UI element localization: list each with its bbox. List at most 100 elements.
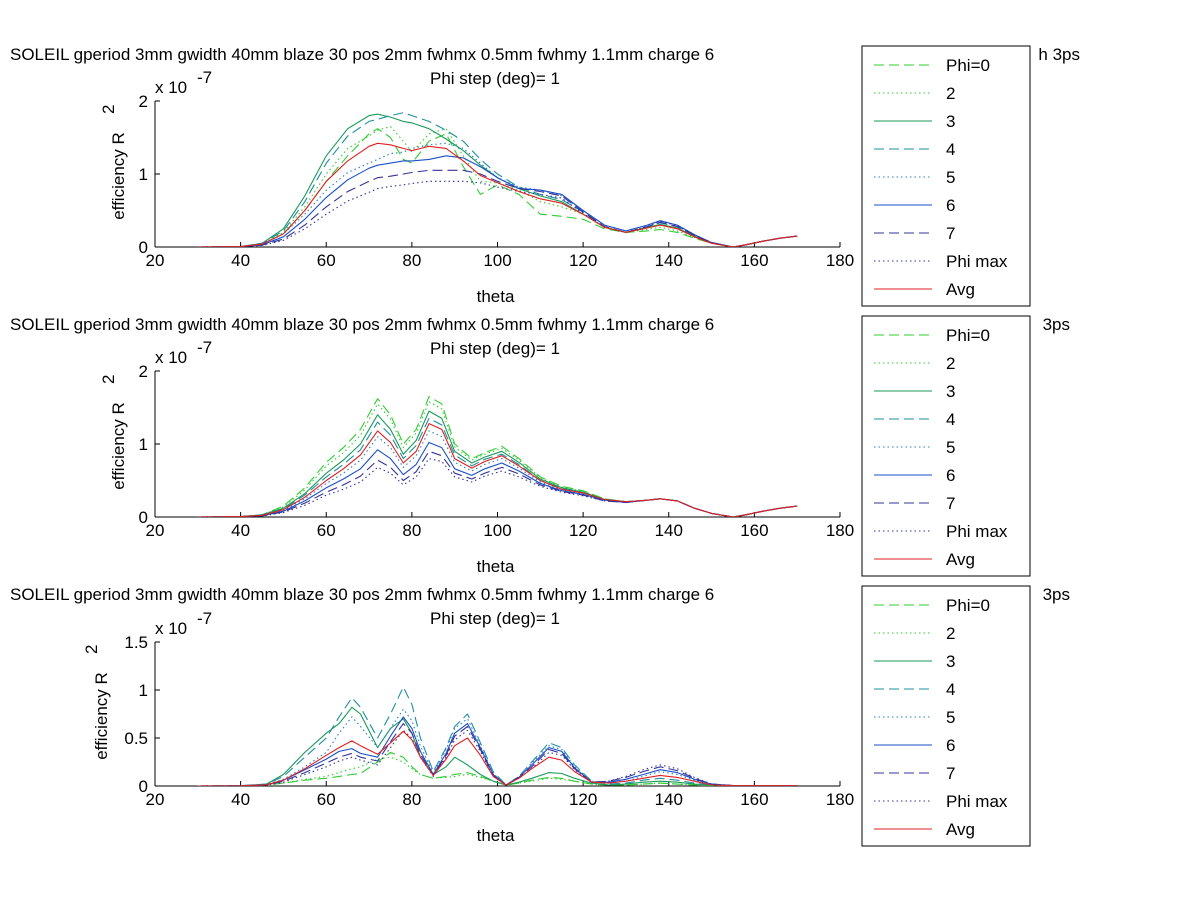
legend-label: 2 bbox=[946, 624, 955, 643]
legend-label: Avg bbox=[946, 820, 975, 839]
series-line-phi-0 bbox=[197, 751, 798, 786]
legend-label: Phi max bbox=[946, 792, 1008, 811]
y-tick-label: 0 bbox=[139, 508, 148, 527]
legend: Phi=0 2 3 4 5 6 7 Phi max Avg bbox=[861, 45, 1031, 307]
x-tick-label: 60 bbox=[317, 251, 336, 270]
legend-label: 5 bbox=[946, 708, 955, 727]
legend-label: 3 bbox=[946, 382, 955, 401]
y-axis-label-exponent: 2 bbox=[99, 105, 118, 114]
x-tick-label: 20 bbox=[146, 790, 165, 809]
legend-box bbox=[861, 585, 1031, 847]
legend-label: Avg bbox=[946, 550, 975, 569]
x-tick-label: 100 bbox=[483, 790, 511, 809]
x-tick-label: 180 bbox=[826, 790, 854, 809]
legend: Phi=0 2 3 4 5 6 7 Phi max Avg bbox=[861, 315, 1031, 577]
legend-label: 5 bbox=[946, 168, 955, 187]
subplot-3: SOLEIL gperiod 3mm gwidth 40mm blaze 30 … bbox=[10, 585, 1070, 847]
y-multiplier: x 10 bbox=[155, 78, 187, 97]
y-tick-label: 0.5 bbox=[124, 729, 148, 748]
legend-label: Phi=0 bbox=[946, 56, 990, 75]
y-tick-label: 0 bbox=[139, 777, 148, 796]
y-axis-label-group: efficiency R 2 bbox=[99, 375, 128, 490]
series-line-6 bbox=[197, 716, 798, 786]
y-axis-label: efficiency R bbox=[92, 672, 111, 760]
y-multiplier: x 10 bbox=[155, 619, 187, 638]
y-multiplier-exponent: -7 bbox=[197, 609, 212, 628]
x-tick-label: 20 bbox=[146, 251, 165, 270]
y-multiplier-exponent: -7 bbox=[197, 338, 212, 357]
x-tick-label: 140 bbox=[655, 521, 683, 540]
legend-label: 6 bbox=[946, 196, 955, 215]
legend-box bbox=[861, 315, 1031, 577]
legend-label: 7 bbox=[946, 764, 955, 783]
x-tick-label: 40 bbox=[231, 790, 250, 809]
series-line-5 bbox=[197, 430, 798, 517]
series-line-avg bbox=[197, 730, 798, 786]
series-line-phi-max bbox=[197, 180, 798, 247]
legend-label: Phi max bbox=[946, 252, 1008, 271]
x-tick-label: 100 bbox=[483, 251, 511, 270]
legend-label: 2 bbox=[946, 84, 955, 103]
legend-label: Phi=0 bbox=[946, 326, 990, 345]
y-axis-label-exponent: 2 bbox=[82, 645, 101, 654]
x-tick-label: 120 bbox=[569, 251, 597, 270]
legend-label: 4 bbox=[946, 410, 955, 429]
legend-label: 6 bbox=[946, 466, 955, 485]
series-line-avg bbox=[197, 142, 798, 247]
series-line-avg bbox=[197, 423, 798, 517]
y-tick-label: 2 bbox=[139, 92, 148, 111]
x-tick-label: 140 bbox=[655, 790, 683, 809]
legend-label: 6 bbox=[946, 736, 955, 755]
x-tick-label: 180 bbox=[826, 521, 854, 540]
x-tick-label: 80 bbox=[402, 790, 421, 809]
plot-lines bbox=[197, 396, 798, 517]
x-tick-label: 160 bbox=[740, 251, 768, 270]
legend-label: Avg bbox=[946, 280, 975, 299]
plot-subtitle: Phi step (deg)= 1 bbox=[430, 609, 560, 628]
series-line-3 bbox=[197, 706, 798, 786]
legend-label: 3 bbox=[946, 652, 955, 671]
legend-label: 3 bbox=[946, 112, 955, 131]
x-tick-label: 20 bbox=[146, 521, 165, 540]
y-axis-label-exponent: 2 bbox=[99, 375, 118, 384]
legend-label: 7 bbox=[946, 224, 955, 243]
x-tick-label: 80 bbox=[402, 521, 421, 540]
x-tick-label: 180 bbox=[826, 251, 854, 270]
y-tick-label: 1.5 bbox=[124, 633, 148, 652]
x-axis-label: theta bbox=[477, 287, 515, 306]
x-tick-label: 40 bbox=[231, 521, 250, 540]
x-tick-label: 80 bbox=[402, 251, 421, 270]
series-line-2 bbox=[197, 756, 798, 786]
x-tick-label: 100 bbox=[483, 521, 511, 540]
y-axis-label: efficiency R bbox=[109, 132, 128, 220]
x-tick-label: 160 bbox=[740, 521, 768, 540]
plot-title: SOLEIL gperiod 3mm gwidth 40mm blaze 30 … bbox=[10, 585, 714, 604]
plot-lines bbox=[197, 112, 798, 247]
plot-subtitle: Phi step (deg)= 1 bbox=[430, 339, 560, 358]
plot-title-tail: 3ps bbox=[1043, 585, 1070, 604]
x-axis-label: theta bbox=[477, 557, 515, 576]
x-tick-label: 60 bbox=[317, 521, 336, 540]
legend-label: 4 bbox=[946, 140, 955, 159]
y-multiplier: x 10 bbox=[155, 348, 187, 367]
x-tick-label: 40 bbox=[231, 251, 250, 270]
legend: Phi=0 2 3 4 5 6 7 Phi max Avg bbox=[861, 585, 1031, 847]
y-multiplier-exponent: -7 bbox=[197, 68, 212, 87]
series-line-7 bbox=[197, 169, 798, 247]
y-axis-label-group: efficiency R 2 bbox=[82, 645, 111, 760]
y-tick-label: 1 bbox=[139, 435, 148, 454]
x-tick-label: 120 bbox=[569, 790, 597, 809]
x-tick-label: 140 bbox=[655, 251, 683, 270]
y-axis-label: efficiency R bbox=[109, 402, 128, 490]
subplot-1: SOLEIL gperiod 3mm gwidth 40mm blaze 30 … bbox=[10, 45, 1080, 307]
series-line-2 bbox=[197, 126, 798, 247]
x-tick-label: 120 bbox=[569, 521, 597, 540]
x-tick-label: 60 bbox=[317, 790, 336, 809]
y-tick-label: 2 bbox=[139, 362, 148, 381]
plot-title: SOLEIL gperiod 3mm gwidth 40mm blaze 30 … bbox=[10, 315, 714, 334]
y-tick-label: 0 bbox=[139, 238, 148, 257]
legend-label: 5 bbox=[946, 438, 955, 457]
y-tick-label: 1 bbox=[139, 165, 148, 184]
series-line-7 bbox=[197, 723, 798, 786]
